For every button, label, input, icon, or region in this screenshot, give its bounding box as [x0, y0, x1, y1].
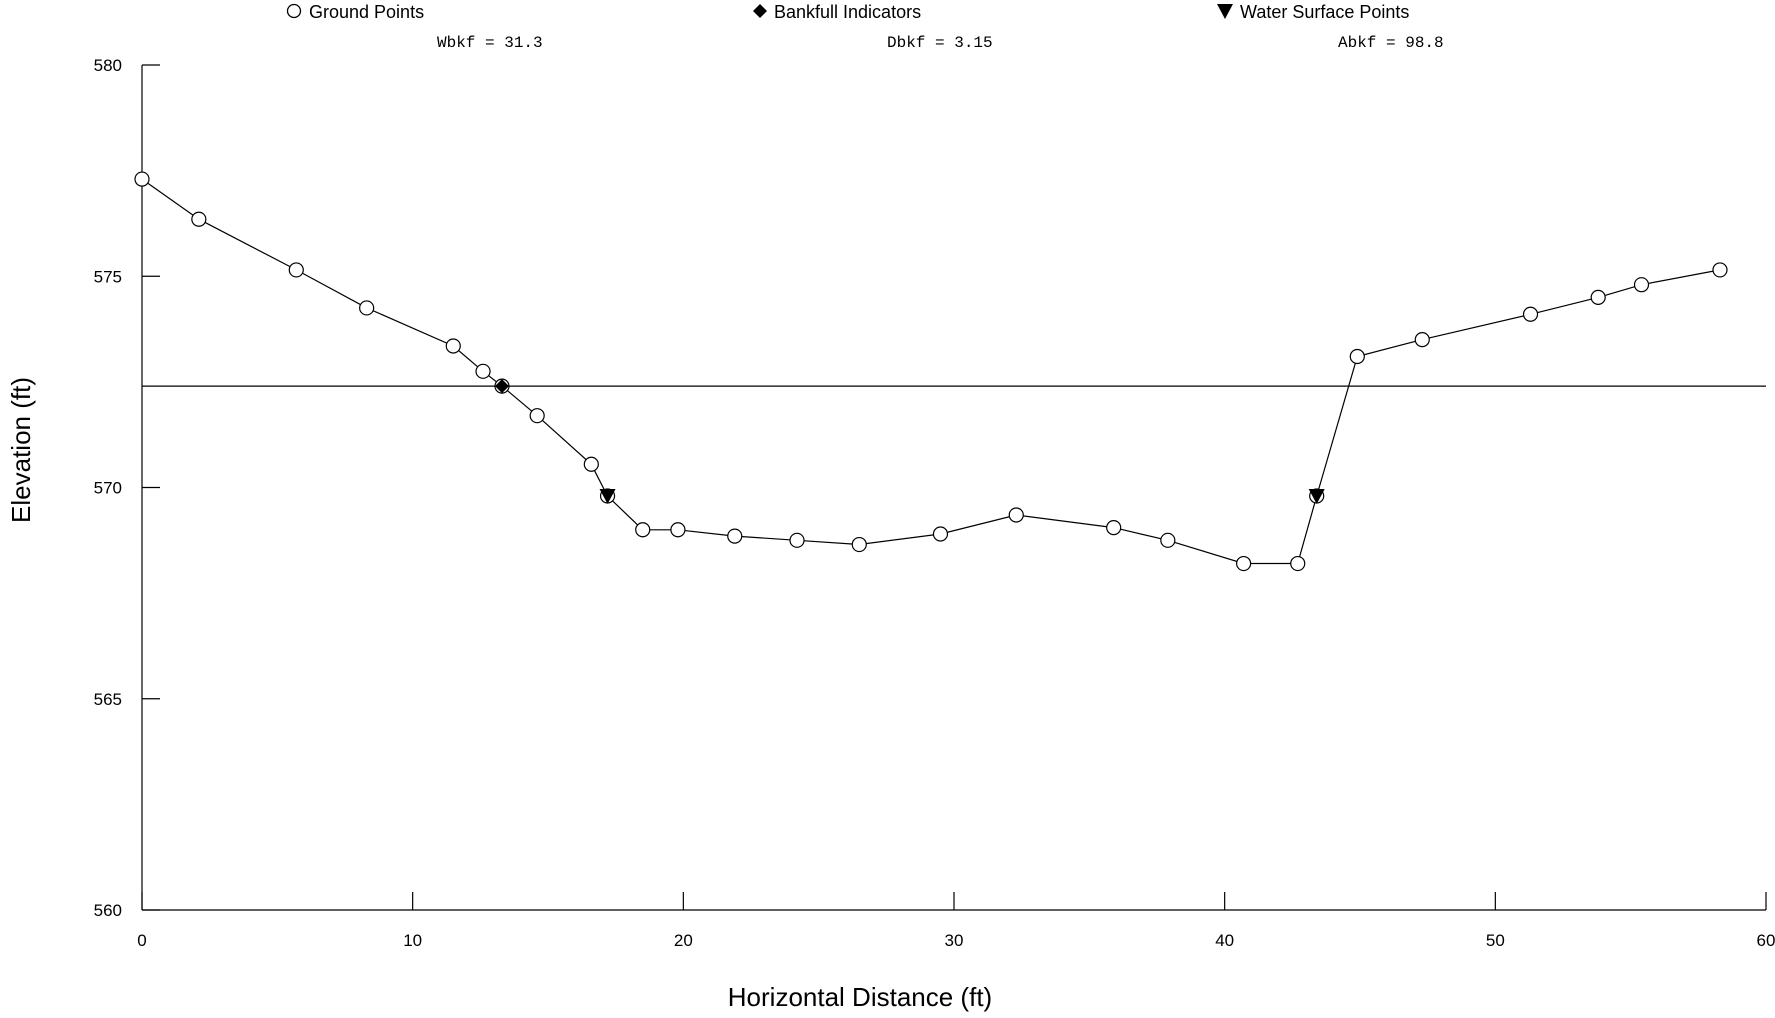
- series-group: [134, 171, 1728, 572]
- x-tick-label: 60: [1757, 931, 1775, 950]
- annotation-dbkf: Dbkf = 3.15: [887, 34, 993, 52]
- ground-point: [1106, 520, 1122, 536]
- legend-ground-points-marker: [286, 3, 302, 19]
- legend-water-surface-points-marker: [1217, 4, 1233, 19]
- ground-point: [1414, 332, 1430, 348]
- legend: Ground Points Bankfull Indicators Water …: [286, 2, 1409, 22]
- ground-point: [288, 262, 304, 278]
- x-tick-label: 0: [137, 931, 146, 950]
- ground-point: [727, 528, 743, 544]
- axes: 0 10 20 30 40 50 60 560 565 570 575 580: [94, 56, 1775, 950]
- water-surface-point: [1308, 488, 1325, 504]
- x-tick-label: 50: [1486, 931, 1505, 950]
- x-tick-label: 10: [403, 931, 422, 950]
- ground-point: [635, 522, 651, 538]
- annotation-wbkf: Wbkf = 31.3: [437, 34, 543, 52]
- x-tick-label: 40: [1215, 931, 1234, 950]
- ground-point: [1712, 262, 1728, 278]
- ground-point: [1633, 277, 1650, 293]
- ground-profile-line: [141, 178, 1721, 565]
- ground-point: [1349, 348, 1365, 365]
- legend-bankfull-indicators-label: Bankfull Indicators: [774, 2, 921, 22]
- ground-point: [134, 171, 150, 187]
- ground-point: [1522, 306, 1539, 322]
- y-axis-label: Elevation (ft): [6, 377, 36, 523]
- ground-point: [789, 532, 805, 548]
- legend-bankfull-indicators-marker: [753, 4, 767, 18]
- ground-point: [670, 522, 686, 538]
- ground-point: [1236, 555, 1252, 572]
- ground-point: [851, 536, 867, 553]
- y-tick-label: 560: [94, 901, 122, 920]
- ground-point: [1590, 289, 1606, 305]
- annotation-abkf: Abkf = 98.8: [1338, 34, 1444, 52]
- ground-point: [191, 211, 207, 227]
- ground-point: [529, 408, 545, 424]
- water-surface-point: [599, 488, 616, 504]
- legend-water-surface-points-label: Water Surface Points: [1240, 2, 1409, 22]
- ground-point: [1160, 532, 1176, 548]
- ground-point: [359, 300, 375, 316]
- ground-point: [445, 338, 461, 354]
- ground-point: [475, 363, 491, 379]
- x-tick-label: 30: [945, 931, 964, 950]
- y-tick-label: 565: [94, 690, 122, 709]
- bankfull-indicator-point: [494, 379, 509, 394]
- y-tick-label: 580: [94, 56, 122, 75]
- y-tick-label: 575: [94, 267, 122, 286]
- y-tick-label: 570: [94, 479, 122, 498]
- legend-ground-points-label: Ground Points: [309, 2, 424, 22]
- ground-point: [1008, 507, 1024, 523]
- x-tick-label: 20: [674, 931, 693, 950]
- annotations: Wbkf = 31.3 Dbkf = 3.15 Abkf = 98.8: [437, 34, 1444, 52]
- ground-point: [583, 456, 599, 472]
- x-axis-label: Horizontal Distance (ft): [728, 982, 992, 1012]
- ground-point: [932, 526, 949, 542]
- ground-point: [1290, 555, 1306, 572]
